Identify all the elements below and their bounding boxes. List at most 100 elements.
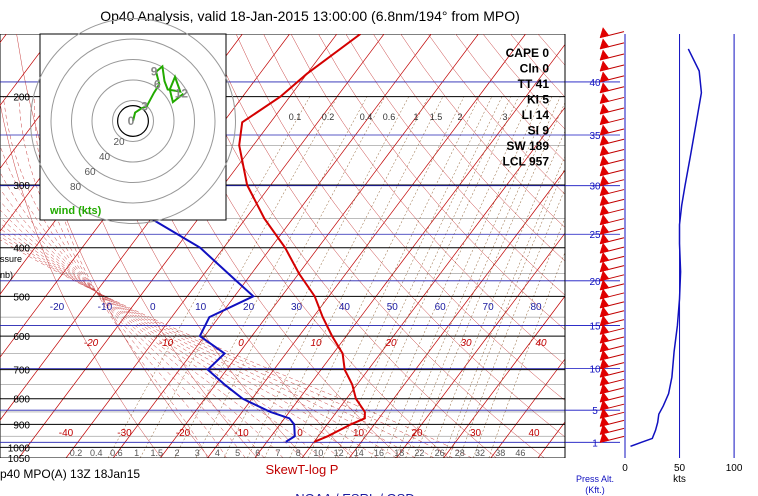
mixing-ratio-label-bottom: 8 — [296, 448, 301, 458]
dry-adiabat — [482, 34, 565, 130]
temperature-profile — [238, 34, 366, 443]
wind-barb-flag — [599, 315, 610, 326]
temp-label-low: 10 — [353, 428, 365, 439]
wind-barb-flag — [599, 124, 610, 136]
hodograph-point-label: 12 — [175, 87, 189, 101]
mixing-ratio-line — [429, 130, 565, 458]
altitude-tick-label: 30 — [589, 182, 601, 193]
index-label: SI 9 — [528, 124, 550, 138]
mixing-ratio-label-bottom: 4 — [215, 448, 220, 458]
wind-barb-flag — [599, 399, 610, 411]
wind-barb-flag — [599, 71, 610, 83]
footer-bottom: NOAA / ESRL / GSD — [295, 491, 414, 496]
mixing-ratio-label-bottom: 32 — [475, 448, 485, 458]
temp-label-upper: -20 — [50, 302, 65, 313]
hodograph-ring-label: 80 — [70, 182, 82, 193]
mixing-ratio-line — [405, 96, 561, 458]
mixing-ratio-label-bottom: 38 — [495, 448, 505, 458]
wind-barb-flag — [599, 391, 610, 403]
dry-adiabat — [620, 34, 758, 458]
wind-barb-flag — [599, 103, 610, 115]
mixing-ratio-label: 3 — [502, 112, 507, 122]
hodograph-point-label: 9 — [151, 65, 158, 79]
wind-barb-flag — [599, 233, 610, 245]
temp-label-upper: 80 — [530, 302, 542, 313]
wind-speed-profile — [630, 48, 703, 448]
mixing-ratio-label-bottom: 12 — [334, 448, 344, 458]
ylabel-line-2: nb) — [0, 270, 13, 280]
pressure-tick-label: 800 — [13, 395, 30, 406]
moist-adiabat — [0, 236, 454, 458]
temp-label-upper: 0 — [150, 302, 156, 313]
mixing-ratio-line — [264, 96, 444, 458]
mixing-ratio-line — [488, 251, 565, 458]
mixing-ratio-line — [459, 188, 565, 458]
mixing-ratio-label-bottom: 1 — [134, 448, 139, 458]
temp-label-mid: -20 — [84, 338, 99, 349]
wind-barb-flag — [599, 251, 610, 263]
speed-axis-label: kts — [673, 474, 686, 485]
wind-barb-flag — [599, 214, 610, 226]
isotherm-line — [396, 232, 565, 458]
wind-barb-flag — [599, 223, 610, 235]
temp-label-mid: 10 — [310, 338, 322, 349]
wind-barb-flag — [599, 92, 610, 104]
wind-barb-flag — [599, 134, 610, 146]
wind-barb-flag — [599, 431, 610, 443]
temp-label-upper: 40 — [339, 302, 351, 313]
wind-barb-flag — [599, 242, 610, 254]
altitude-tick-label: 5 — [592, 406, 598, 417]
wind-barb-flag — [599, 415, 610, 427]
hodograph-ring — [71, 59, 195, 183]
mixing-ratio-line — [322, 96, 493, 458]
mixing-ratio-line — [442, 155, 565, 458]
dry-adiabat — [180, 34, 497, 458]
chart-title: Op40 Analysis, valid 18-Jan-2015 13:00:0… — [100, 8, 520, 24]
hodograph-legend: wind (kts) — [49, 205, 102, 217]
mixing-ratio-line — [289, 96, 465, 458]
temp-label-mid: 40 — [535, 338, 547, 349]
hodograph-trace — [132, 64, 185, 122]
wind-barb-flag — [599, 155, 610, 167]
pressure-tick-label: 300 — [13, 181, 30, 192]
wind-barb-flag — [599, 185, 610, 196]
altitude-tick-label: 1 — [592, 438, 598, 449]
wind-barb-flag — [599, 407, 610, 419]
wind-barb-flag — [599, 279, 610, 291]
mixing-ratio-line — [139, 96, 338, 458]
index-label: KI 5 — [527, 93, 549, 107]
mixing-ratio-label-bottom: 22 — [414, 448, 424, 458]
dry-adiabat — [400, 34, 565, 228]
mixing-ratio-label: 1.5 — [430, 112, 443, 122]
temp-label-mid: 20 — [384, 338, 397, 349]
mixing-ratio-line — [354, 96, 519, 458]
temp-label-mid: -10 — [159, 338, 174, 349]
temp-label-low: 0 — [297, 428, 303, 439]
moist-adiabat — [0, 145, 284, 458]
hodograph-frame — [39, 33, 227, 221]
temp-label-low: -20 — [176, 428, 191, 439]
mixing-ratio-label-bottom: 16 — [374, 448, 384, 458]
mixing-ratio-label-bottom: 7 — [275, 448, 280, 458]
mixing-ratio-label-bottom: 5 — [235, 448, 240, 458]
wind-barb-flag — [599, 358, 610, 369]
wind-barb-flag — [599, 288, 610, 300]
mixing-ratio-label-bottom: 18 — [394, 448, 404, 458]
moist-adiabat — [0, 209, 359, 458]
mixing-ratio-label-bottom: 1.5 — [151, 448, 164, 458]
temp-label-low: -40 — [59, 428, 74, 439]
mixing-ratio-line — [307, 96, 480, 458]
moist-adiabat — [0, 200, 340, 458]
wind-barb-flag — [599, 306, 610, 318]
dry-adiabat — [290, 34, 565, 366]
mixing-ratio-label-bottom: 26 — [435, 448, 445, 458]
mixing-ratio-line — [174, 96, 368, 458]
hodograph-point-label: 6 — [154, 77, 161, 91]
speed-tick-label: 100 — [726, 463, 743, 474]
isotherm-line — [18, 34, 338, 458]
mixing-ratio-label-bottom: 2 — [174, 448, 179, 458]
isotherm-line — [490, 358, 565, 458]
pressure-tick-label: 400 — [13, 244, 30, 255]
wind-barb-flag — [599, 204, 610, 216]
mixing-ratio-line — [107, 96, 311, 458]
